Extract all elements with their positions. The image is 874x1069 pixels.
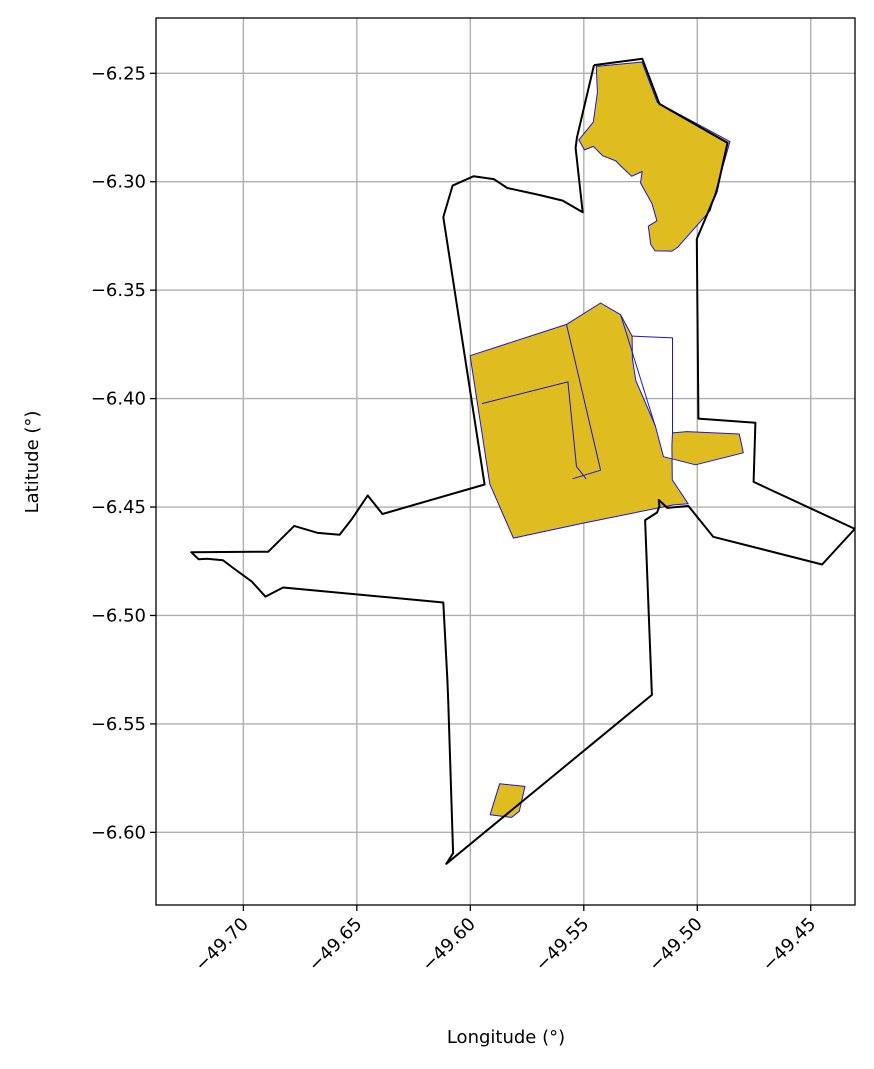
y-tick-label: −6.45 (91, 497, 146, 518)
y-tick-label: −6.40 (91, 389, 146, 410)
y-tick-label: −6.55 (91, 714, 146, 735)
x-axis-label: Longitude (°) (447, 1027, 565, 1048)
y-tick-label: −6.30 (91, 172, 146, 193)
y-tick-label: −6.60 (91, 822, 146, 843)
y-tick-label: −6.35 (91, 280, 146, 301)
y-tick-label: −6.25 (91, 63, 146, 84)
y-tick-label: −6.50 (91, 605, 146, 626)
y-axis-label: Latitude (°) (22, 411, 43, 514)
